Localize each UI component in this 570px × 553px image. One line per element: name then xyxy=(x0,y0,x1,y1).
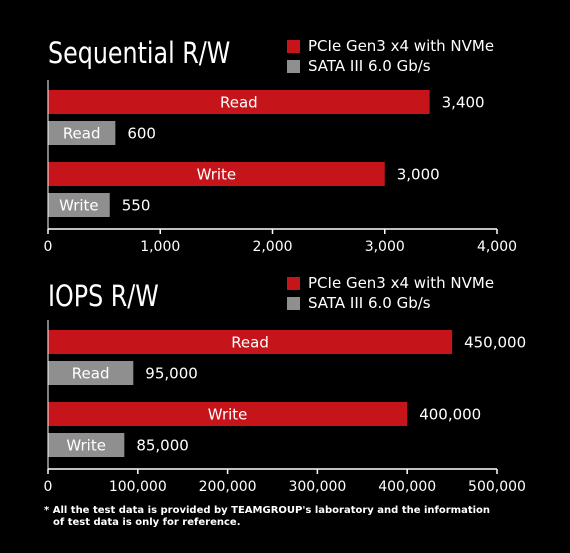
x-tick-label: 500,000 xyxy=(468,479,526,495)
bar-category-label: Write xyxy=(197,166,237,184)
bar-value-label: 550 xyxy=(122,197,151,215)
bar-value-label: 85,000 xyxy=(136,437,189,455)
bar-value-label: 450,000 xyxy=(464,334,526,352)
bar-value-label: 3,000 xyxy=(397,166,440,184)
bar-category-label: Read xyxy=(63,125,101,143)
x-tick-label: 100,000 xyxy=(109,479,167,495)
x-tick-label: 4,000 xyxy=(477,239,517,255)
bar-value-label: 600 xyxy=(127,125,156,143)
bar-read-sata xyxy=(48,361,134,385)
legend-label-pcie: PCIe Gen3 x4 with NVMe xyxy=(308,274,495,292)
x-tick-label: 0 xyxy=(44,479,53,495)
x-tick-label: 0 xyxy=(44,239,53,255)
footnote: * All the test data is provided by TEAMG… xyxy=(44,505,490,529)
bar-category-label: Write xyxy=(59,197,99,215)
legend-item-pcie: PCIe Gen3 x4 with NVMe xyxy=(287,36,494,56)
bar-category-label: Read xyxy=(72,365,110,383)
bar-read-pcie xyxy=(48,330,453,354)
legend-item-pcie: PCIe Gen3 x4 with NVMe xyxy=(287,273,494,293)
bar-category-label: Write xyxy=(208,406,248,424)
legend-label-sata: SATA III 6.0 Gb/s xyxy=(308,294,431,312)
footnote-line-1: * All the test data is provided by TEAMG… xyxy=(44,505,491,516)
chart-legend: PCIe Gen3 x4 with NVMe SATA III 6.0 Gb/s xyxy=(287,36,494,76)
x-tick-label: 3,000 xyxy=(365,239,405,255)
legend-label-pcie: PCIe Gen3 x4 with NVMe xyxy=(308,37,495,55)
chart-title: Sequential R/W xyxy=(48,36,231,70)
legend-swatch-pcie xyxy=(287,39,300,53)
x-tick-label: 1,000 xyxy=(140,239,180,255)
x-tick-label: 200,000 xyxy=(199,479,257,495)
bar-value-label: 3,400 xyxy=(442,94,485,112)
bar-write-pcie xyxy=(48,402,408,426)
legend-item-sata: SATA III 6.0 Gb/s xyxy=(287,293,494,313)
x-tick-label: 400,000 xyxy=(378,479,436,495)
bar-category-label: Read xyxy=(220,94,258,112)
chart-legend: PCIe Gen3 x4 with NVMe SATA III 6.0 Gb/s xyxy=(287,273,494,313)
footnote-line-2: of test data is only for reference. xyxy=(53,517,241,528)
x-tick-label: 2,000 xyxy=(252,239,292,255)
legend-item-sata: SATA III 6.0 Gb/s xyxy=(287,56,494,76)
legend-swatch-sata xyxy=(287,59,300,73)
legend-swatch-sata xyxy=(287,296,300,310)
bar-write-sata xyxy=(48,193,110,217)
x-tick-label: 300,000 xyxy=(288,479,346,495)
bar-read-pcie xyxy=(48,90,430,114)
legend-label-sata: SATA III 6.0 Gb/s xyxy=(308,57,431,75)
bar-value-label: 400,000 xyxy=(419,406,481,424)
bar-write-sata xyxy=(48,433,125,457)
bar-value-label: 95,000 xyxy=(145,365,198,383)
sequential-plot: Read 3,400 Read 600 Write 3,000 Write 550 0 1,000… xyxy=(44,80,517,255)
legend-swatch-pcie xyxy=(287,276,300,290)
iops-plot: Read 450,000 Read 95,000 Write 400,000 Write 85… xyxy=(44,320,526,495)
bar-read-sata xyxy=(48,121,116,145)
bar-category-label: Read xyxy=(231,334,269,352)
chart-title: IOPS R/W xyxy=(48,279,159,313)
bar-category-label: Write xyxy=(66,437,106,455)
bar-write-pcie xyxy=(48,162,385,186)
